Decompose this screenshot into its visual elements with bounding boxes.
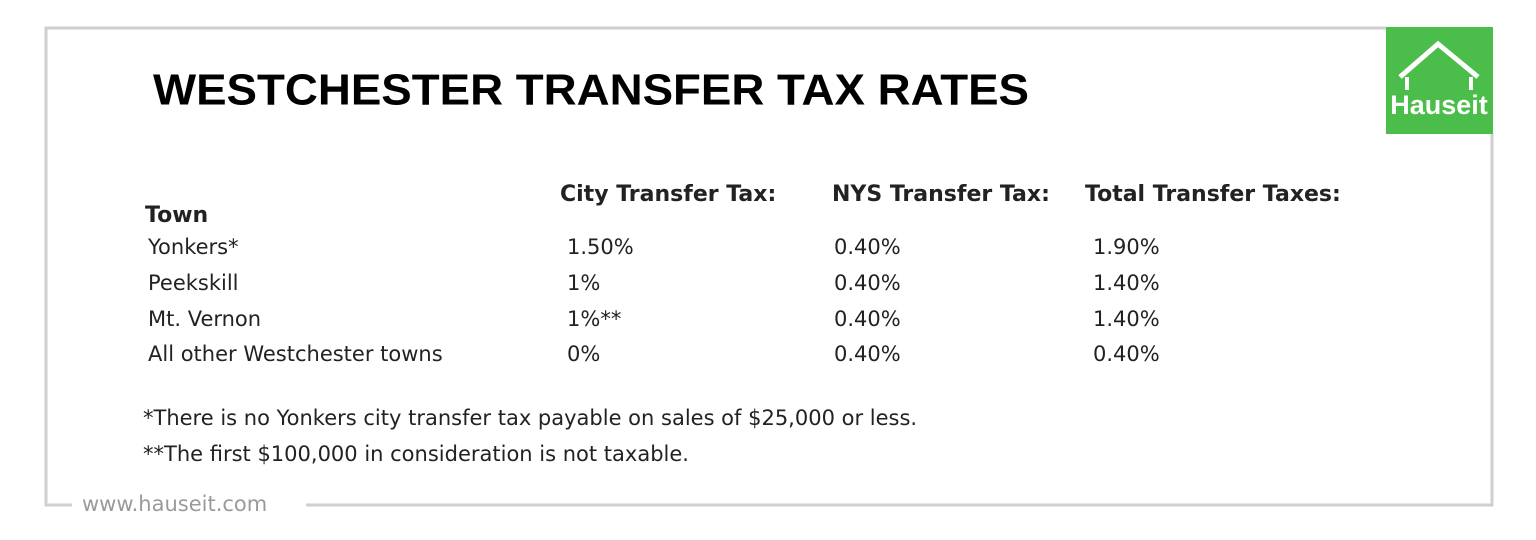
rate-cell: 1.90% [1093, 235, 1160, 259]
town-cell: Mt. Vernon [148, 307, 261, 331]
rate-cell: 0.40% [834, 271, 901, 295]
rate-cell: 0% [567, 342, 600, 366]
column-header: NYS Transfer Tax: [832, 182, 1050, 207]
website: www.hauseit.com [82, 492, 267, 516]
column-header: City Transfer Tax: [560, 182, 776, 207]
town-cell: Yonkers* [147, 235, 239, 259]
column-header: Total Transfer Taxes: [1085, 182, 1341, 207]
rate-cell: 0.40% [834, 307, 901, 331]
column-header: Town [145, 203, 208, 228]
logo: Hauseit [1386, 27, 1493, 134]
frame [44, 26, 1494, 507]
rate-cell: 1.40% [1093, 307, 1160, 331]
rate-cell: 1%** [567, 307, 621, 331]
rate-cell: 0.40% [834, 235, 901, 259]
rate-cell: 0.40% [834, 342, 901, 366]
rate-cell: 1.50% [567, 235, 634, 259]
title: WESTCHESTER TRANSFER TAX RATES [153, 66, 1029, 115]
logo-text: Hauseit [1390, 90, 1488, 120]
rate-cell: 0.40% [1093, 342, 1160, 366]
town-cell: Peekskill [148, 271, 239, 295]
rate-cell: 1% [567, 271, 600, 295]
footnote: **The first $100,000 in consideration is… [143, 442, 689, 466]
town-cell: All other Westchester towns [148, 342, 443, 366]
footnote: *There is no Yonkers city transfer tax p… [143, 406, 917, 430]
rate-cell: 1.40% [1093, 271, 1160, 295]
